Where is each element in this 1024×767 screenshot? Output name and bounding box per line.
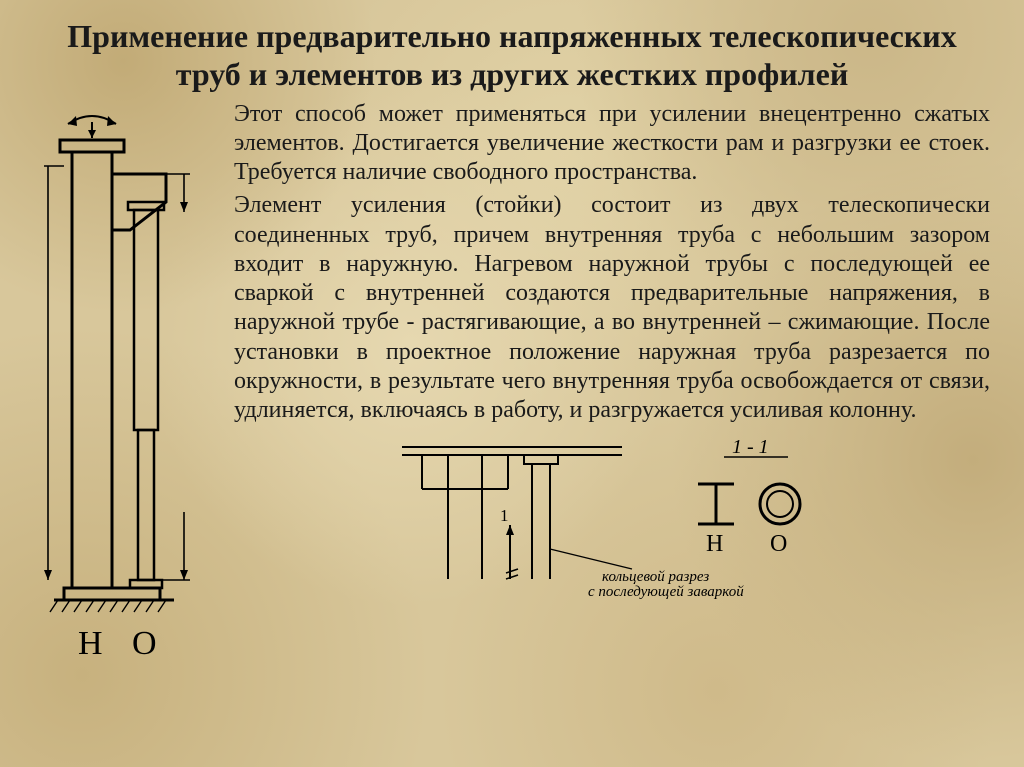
figure-note-2: с последующей заваркой bbox=[588, 584, 744, 599]
content-row: Н О Этот способ может применяться при ус… bbox=[34, 100, 990, 662]
slide-title: Применение предварительно напряженных те… bbox=[34, 18, 990, 94]
section-o-small: О bbox=[770, 531, 787, 557]
slide: Применение предварительно напряженных те… bbox=[0, 0, 1024, 767]
figure-note-1: кольцевой разрез bbox=[602, 569, 709, 585]
figure-left: Н О bbox=[34, 102, 230, 662]
body-text: Этот способ может применяться при усилен… bbox=[234, 100, 990, 600]
section-h-small: Н bbox=[706, 531, 723, 557]
section-arrow-label: 1 bbox=[500, 506, 509, 525]
section-1-1-label: 1 - 1 bbox=[732, 436, 769, 458]
section-label-o: О bbox=[132, 625, 157, 662]
figure-bottom: 1 кольцевой разрез с последующей заварко… bbox=[234, 429, 990, 599]
section-label-h: Н bbox=[78, 625, 103, 662]
paragraph-1: Этот способ может применяться при усилен… bbox=[234, 100, 990, 188]
paragraph-2: Элемент усиления (стойки) состоит из дву… bbox=[234, 191, 990, 425]
